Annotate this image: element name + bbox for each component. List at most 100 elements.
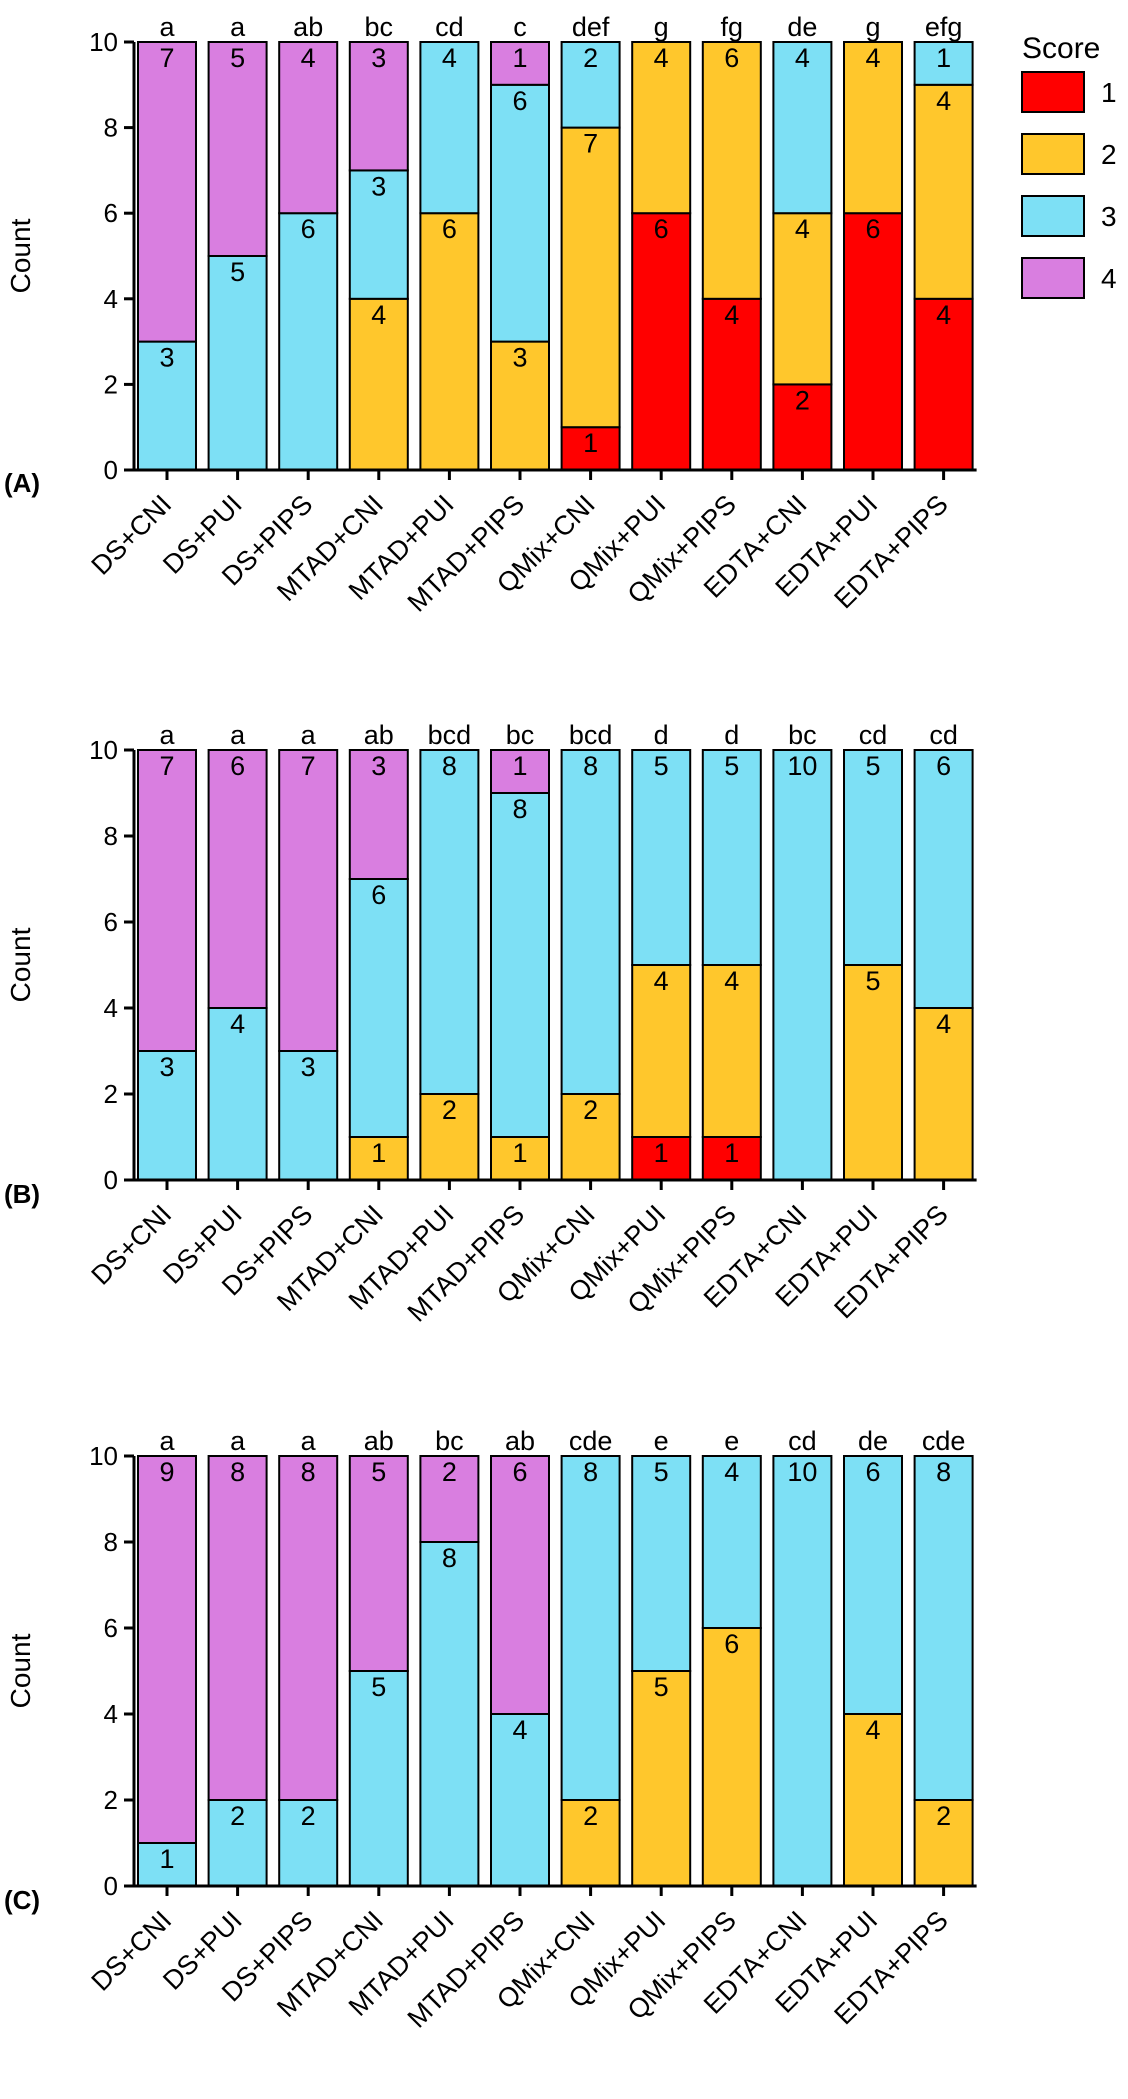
bar-value-label: 3 <box>159 343 174 373</box>
y-tick-label: 4 <box>104 284 118 314</box>
y-tick-label: 0 <box>104 455 118 485</box>
bar-segment <box>348 1455 409 1672</box>
bar-value-label: 4 <box>724 300 739 330</box>
y-tick-label: 8 <box>104 113 118 143</box>
bar-value-label: 1 <box>371 1138 386 1168</box>
significance-label: cd <box>929 720 958 750</box>
significance-label: e <box>724 1426 739 1456</box>
bar-segment <box>772 1455 833 1887</box>
legend-swatch-4 <box>1021 257 1085 299</box>
bar-value-label: 6 <box>936 751 951 781</box>
significance-label: g <box>865 12 880 42</box>
bar-value-label: 2 <box>583 1801 598 1831</box>
significance-label: c <box>513 12 527 42</box>
bar-value-label: 6 <box>865 1457 880 1487</box>
significance-label: cde <box>569 1426 613 1456</box>
bar-value-label: 10 <box>787 1457 817 1487</box>
bar-value-label: 1 <box>654 1138 669 1168</box>
chart-panel-1: 37aDS+CNI55aDS+PUI64abDS+PIPS433bcMTAD+C… <box>4 12 977 618</box>
bar-value-label: 5 <box>230 43 245 73</box>
bar-value-label: 5 <box>724 751 739 781</box>
bar-value-label: 5 <box>654 1672 669 1702</box>
significance-label: g <box>654 12 669 42</box>
bar-value-label: 4 <box>795 214 810 244</box>
bar-segment <box>913 41 974 86</box>
bar-segment <box>843 212 903 471</box>
bar-value-label: 1 <box>512 43 527 73</box>
bar-value-label: 8 <box>936 1457 951 1487</box>
bar-value-label: 4 <box>654 966 669 996</box>
bar-segment <box>207 1455 268 1801</box>
bar-value-label: 5 <box>371 1672 386 1702</box>
significance-label: ab <box>293 12 323 42</box>
bar-value-label: 3 <box>512 343 527 373</box>
significance-label: a <box>230 720 246 750</box>
bar-value-label: 4 <box>724 966 739 996</box>
bar-value-label: 4 <box>724 1457 739 1487</box>
category-label: DS+CNI <box>85 489 177 581</box>
y-tick-label: 10 <box>89 735 118 765</box>
bar-segment <box>348 1136 409 1181</box>
bar-value-label: 8 <box>442 751 457 781</box>
bar-value-label: 2 <box>795 385 810 415</box>
bar-value-label: 6 <box>230 751 245 781</box>
y-tick-label: 10 <box>89 27 118 57</box>
bar-value-label: 6 <box>724 1629 739 1659</box>
bar-segment <box>278 749 339 1052</box>
bar-value-label: 6 <box>865 214 880 244</box>
bar-value-label: 2 <box>442 1457 457 1487</box>
y-tick-label: 2 <box>104 1785 118 1815</box>
significance-label: d <box>724 720 739 750</box>
bar-segment <box>701 297 762 471</box>
chart-panel-3: 19aDS+CNI28aDS+PUI28aDS+PIPS55abMTAD+CNI… <box>4 1426 977 2034</box>
bar-segment <box>278 212 339 471</box>
significance-label: bc <box>788 720 817 750</box>
bar-segment <box>701 1136 762 1181</box>
bar-segment <box>137 41 197 343</box>
bar-segment <box>843 749 903 966</box>
bar-value-label: 1 <box>936 43 951 73</box>
bar-value-label: 4 <box>442 43 457 73</box>
bar-value-label: 1 <box>512 1138 527 1168</box>
bar-value-label: 2 <box>301 1801 316 1831</box>
bar-segment <box>701 41 762 300</box>
bar-segment <box>560 41 621 129</box>
bar-value-label: 6 <box>512 86 527 116</box>
significance-label: a <box>159 720 175 750</box>
bar-value-label: 5 <box>654 1457 669 1487</box>
chart-panels: 37aDS+CNI55aDS+PUI64abDS+PIPS433bcMTAD+C… <box>4 12 977 2034</box>
bar-segment <box>278 41 339 215</box>
significance-label: cd <box>788 1426 817 1456</box>
significance-label: bc <box>365 12 394 42</box>
bar-segment <box>843 1713 903 1887</box>
bar-value-label: 4 <box>936 1009 951 1039</box>
bar-segment <box>772 749 833 1181</box>
bar-value-label: 4 <box>865 1715 880 1745</box>
significance-label: bc <box>506 720 535 750</box>
bar-value-label: 3 <box>159 1052 174 1082</box>
bar-segment <box>772 41 833 215</box>
significance-label: a <box>230 12 246 42</box>
bar-value-label: 8 <box>230 1457 245 1487</box>
significance-label: a <box>301 720 317 750</box>
bar-value-label: 8 <box>301 1457 316 1487</box>
bar-segment <box>913 297 974 471</box>
bar-value-label: 3 <box>371 43 386 73</box>
bar-segment <box>560 749 621 1095</box>
score-legend: Score 1 2 3 4 <box>1021 32 1117 299</box>
bar-segment <box>419 41 480 215</box>
bar-value-label: 5 <box>371 1457 386 1487</box>
bar-segment <box>207 749 268 1009</box>
significance-label: efg <box>925 12 963 42</box>
significance-label: de <box>787 12 817 42</box>
bar-segment <box>913 1799 974 1887</box>
significance-label: bc <box>435 1426 464 1456</box>
significance-label: cd <box>859 720 888 750</box>
panel-label: (C) <box>4 1885 40 1915</box>
bar-value-label: 8 <box>512 794 527 824</box>
bar-segment <box>913 749 974 1009</box>
y-axis-title: Count <box>5 1633 36 1708</box>
bar-value-label: 10 <box>787 751 817 781</box>
bar-segment <box>490 41 550 86</box>
